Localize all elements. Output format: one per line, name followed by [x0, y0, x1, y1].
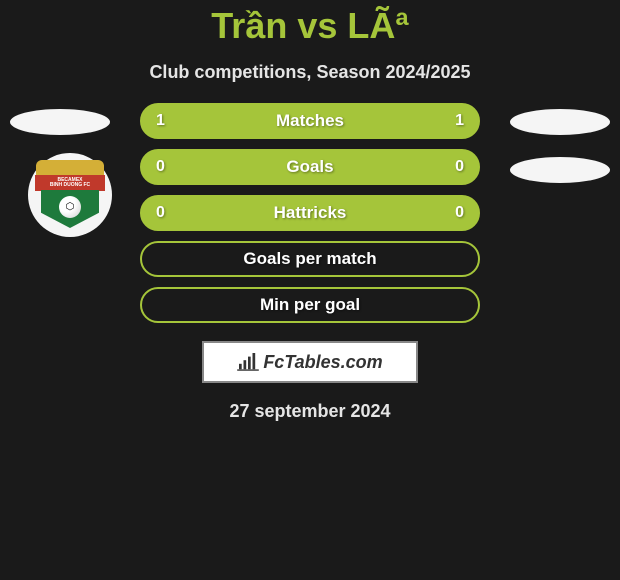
badge-banner: BECAMEX BINH DUONG FC — [35, 175, 105, 191]
stat-left-value: 0 — [156, 158, 186, 176]
stat-right-value: 0 — [434, 204, 464, 222]
stat-label: Min per goal — [260, 295, 360, 315]
stats-card: Trần vs LÃª Club competitions, Season 20… — [0, 0, 620, 422]
stat-row-min-per-goal: Min per goal — [140, 287, 480, 323]
stats-area: ★ ★ ★ ★ ★ BECAMEX BINH DUONG FC 1 Matche… — [0, 103, 620, 323]
badge-banner-text: BECAMEX BINH DUONG FC — [50, 178, 90, 189]
stat-left-value: 0 — [156, 204, 186, 222]
brand-box[interactable]: FcTables.com — [202, 341, 418, 383]
stat-row-goals: 0 Goals 0 — [140, 149, 480, 185]
badge-banner-line2: BINH DUONG FC — [50, 182, 90, 188]
stat-row-hattricks: 0 Hattricks 0 — [140, 195, 480, 231]
club-badge-shield: ★ ★ ★ ★ ★ BECAMEX BINH DUONG FC — [35, 160, 105, 230]
stat-row-matches: 1 Matches 1 — [140, 103, 480, 139]
stat-right-value: 1 — [434, 112, 464, 130]
badge-ball-icon — [59, 196, 81, 218]
stat-label: Matches — [276, 111, 344, 131]
player-placeholder-right-1 — [510, 109, 610, 135]
stat-label: Goals per match — [243, 249, 376, 269]
stat-rows: 1 Matches 1 0 Goals 0 0 Hattricks 0 Goal… — [140, 103, 480, 323]
stat-left-value: 1 — [156, 112, 186, 130]
stat-label: Hattricks — [274, 203, 347, 223]
stat-label: Goals — [286, 157, 333, 177]
brand-text: FcTables.com — [263, 352, 382, 373]
page-title: Trần vs LÃª — [211, 5, 408, 47]
club-badge-left: ★ ★ ★ ★ ★ BECAMEX BINH DUONG FC — [28, 153, 112, 237]
date-text: 27 september 2024 — [229, 401, 390, 422]
stat-right-value: 0 — [434, 158, 464, 176]
chart-bars-icon — [237, 353, 259, 371]
club-badge-circle: ★ ★ ★ ★ ★ BECAMEX BINH DUONG FC — [28, 153, 112, 237]
stat-row-goals-per-match: Goals per match — [140, 241, 480, 277]
player-placeholder-left-1 — [10, 109, 110, 135]
subtitle: Club competitions, Season 2024/2025 — [149, 62, 470, 83]
player-placeholder-right-2 — [510, 157, 610, 183]
